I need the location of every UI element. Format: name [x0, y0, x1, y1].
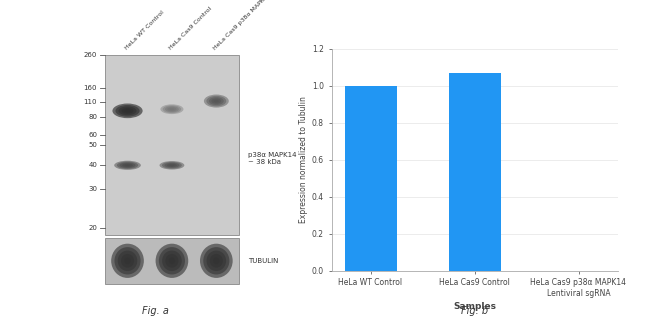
Text: Fig. a: Fig. a: [142, 306, 169, 316]
Text: 60: 60: [88, 132, 97, 138]
Ellipse shape: [165, 106, 179, 112]
Ellipse shape: [125, 109, 131, 112]
Ellipse shape: [121, 254, 134, 268]
Ellipse shape: [207, 96, 226, 106]
Ellipse shape: [165, 254, 179, 268]
Ellipse shape: [118, 250, 137, 271]
Ellipse shape: [162, 250, 182, 271]
Text: HeLa Cas9 Control: HeLa Cas9 Control: [168, 6, 213, 51]
Ellipse shape: [167, 107, 177, 111]
Text: 80: 80: [88, 114, 97, 120]
Ellipse shape: [122, 108, 133, 114]
Ellipse shape: [159, 247, 185, 274]
Ellipse shape: [211, 98, 221, 104]
Ellipse shape: [207, 250, 226, 271]
Ellipse shape: [155, 244, 188, 278]
Ellipse shape: [214, 100, 219, 102]
Bar: [105, 238, 239, 284]
Text: 110: 110: [84, 99, 97, 105]
Ellipse shape: [210, 254, 223, 268]
Ellipse shape: [162, 105, 181, 113]
Y-axis label: Expression normalized to Tubulin: Expression normalized to Tubulin: [298, 96, 307, 223]
Ellipse shape: [170, 164, 174, 166]
Bar: [105, 55, 239, 235]
Bar: [344, 86, 396, 271]
Text: 50: 50: [88, 142, 97, 148]
Ellipse shape: [203, 247, 229, 274]
Ellipse shape: [111, 244, 144, 278]
X-axis label: Samples: Samples: [453, 302, 496, 311]
Ellipse shape: [167, 164, 177, 167]
Text: 30: 30: [88, 186, 97, 192]
Ellipse shape: [162, 162, 182, 169]
Ellipse shape: [117, 162, 138, 169]
Ellipse shape: [116, 105, 140, 117]
Bar: [448, 73, 500, 271]
Ellipse shape: [159, 161, 185, 170]
Ellipse shape: [118, 106, 136, 115]
Ellipse shape: [114, 247, 140, 274]
Ellipse shape: [161, 104, 183, 114]
Ellipse shape: [124, 258, 131, 264]
Text: p38α MAPK14
~ 38 kDa: p38α MAPK14 ~ 38 kDa: [248, 152, 296, 165]
Ellipse shape: [125, 164, 130, 166]
Ellipse shape: [122, 163, 133, 167]
Text: 260: 260: [84, 52, 97, 58]
Text: TUBULIN: TUBULIN: [248, 258, 279, 264]
Ellipse shape: [114, 161, 141, 170]
Ellipse shape: [200, 244, 233, 278]
Ellipse shape: [112, 104, 142, 118]
Ellipse shape: [168, 258, 176, 264]
Ellipse shape: [204, 95, 229, 108]
Ellipse shape: [209, 97, 224, 105]
Ellipse shape: [213, 258, 220, 264]
Ellipse shape: [120, 163, 135, 168]
Text: Fig. b: Fig. b: [461, 306, 488, 316]
Text: 160: 160: [84, 85, 97, 91]
Ellipse shape: [164, 163, 179, 168]
Text: HeLa Cas9 p38α MAPK14 Lentiviral sgRNA: HeLa Cas9 p38α MAPK14 Lentiviral sgRNA: [213, 0, 310, 51]
Text: HeLa WT Control: HeLa WT Control: [124, 9, 165, 51]
Text: 40: 40: [88, 162, 97, 168]
Text: 20: 20: [88, 225, 97, 231]
